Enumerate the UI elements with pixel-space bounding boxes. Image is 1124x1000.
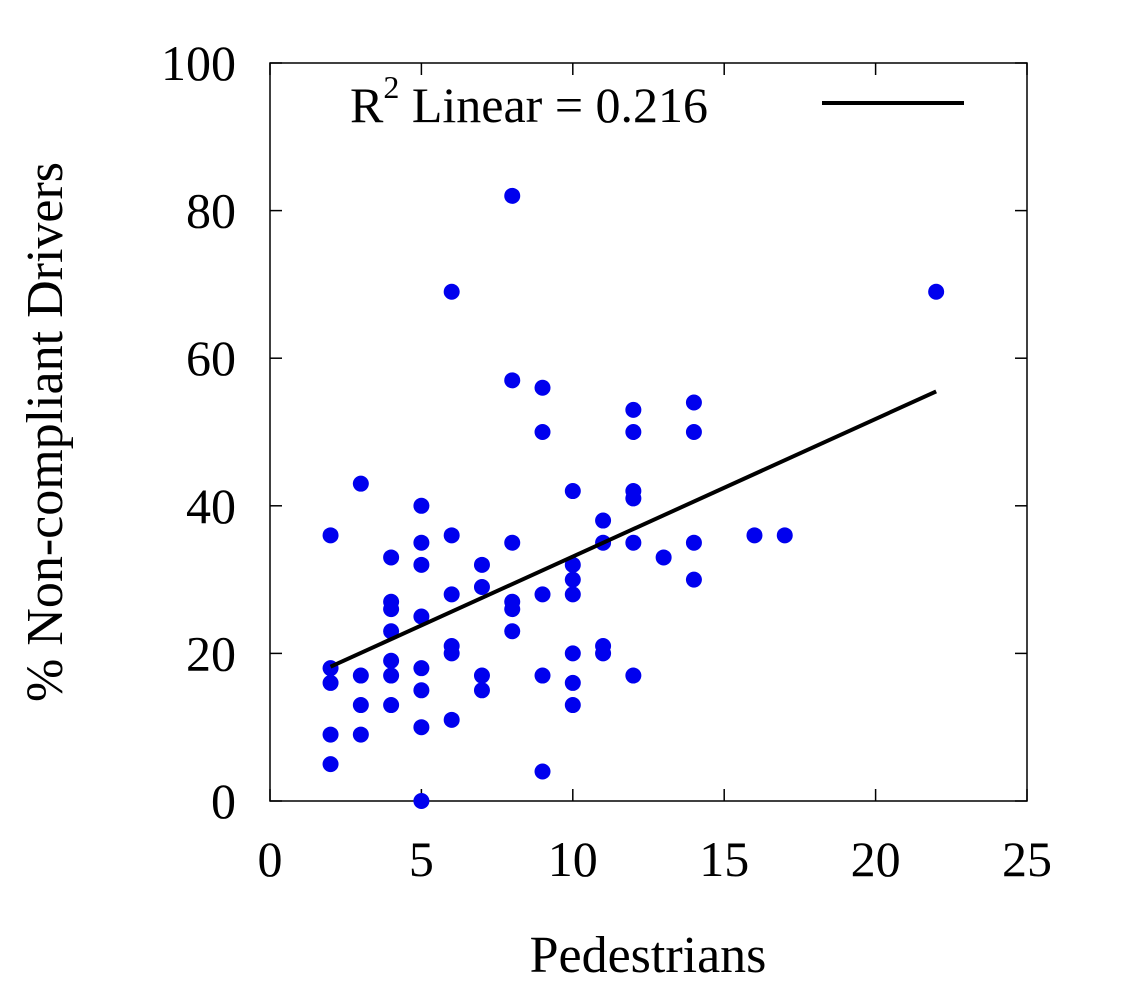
data-point <box>413 534 430 551</box>
data-point <box>625 667 642 684</box>
data-point <box>534 667 551 684</box>
data-point <box>322 756 339 773</box>
legend-superscript: 2 <box>383 69 399 105</box>
data-point <box>595 512 612 529</box>
y-tick-label: 0 <box>211 773 236 829</box>
data-point <box>443 527 460 544</box>
data-point <box>473 556 490 573</box>
data-point <box>564 645 581 662</box>
data-point <box>685 394 702 411</box>
data-point <box>564 674 581 691</box>
x-tick-label: 25 <box>1002 831 1052 887</box>
data-point <box>443 711 460 728</box>
data-point <box>352 697 369 714</box>
data-point <box>504 601 521 618</box>
data-point <box>534 763 551 780</box>
data-point <box>443 586 460 603</box>
y-tick-label: 20 <box>186 625 236 681</box>
data-point <box>443 645 460 662</box>
data-point <box>776 527 793 544</box>
data-point <box>383 652 400 669</box>
data-point <box>625 490 642 507</box>
data-point <box>504 623 521 640</box>
linear-fit-line <box>329 389 937 669</box>
data-point <box>413 497 430 514</box>
data-point <box>383 697 400 714</box>
data-point <box>504 372 521 389</box>
data-points <box>322 187 945 809</box>
data-point <box>322 726 339 743</box>
data-point <box>352 726 369 743</box>
y-tick-label: 40 <box>186 478 236 534</box>
data-point <box>504 534 521 551</box>
data-point <box>413 719 430 736</box>
plot-frame <box>269 62 1028 802</box>
axis-tick-labels: 0 5 10 15 20 25 0 20 40 60 80 100 <box>161 35 1052 887</box>
data-point <box>383 667 400 684</box>
x-tick-label: 20 <box>851 831 901 887</box>
data-point <box>413 556 430 573</box>
data-point <box>413 682 430 699</box>
y-tick-label: 60 <box>186 330 236 386</box>
data-point <box>352 475 369 492</box>
data-point <box>595 645 612 662</box>
legend-prefix: R <box>350 77 384 133</box>
data-point <box>322 674 339 691</box>
y-tick-label: 100 <box>161 35 236 91</box>
x-axis-label: Pedestrians <box>530 927 767 984</box>
data-point <box>625 401 642 418</box>
data-point <box>564 556 581 573</box>
data-point <box>625 424 642 440</box>
axis-ticks <box>269 62 1028 802</box>
data-point <box>443 283 460 300</box>
x-tick-label: 15 <box>699 831 749 887</box>
data-point <box>383 601 400 618</box>
y-axis-label: % Non-compliant Drivers <box>17 162 74 702</box>
legend: R2 Linear = 0.216 <box>350 69 964 133</box>
data-point <box>352 667 369 684</box>
x-tick-label: 5 <box>409 831 434 887</box>
data-point <box>564 483 581 500</box>
x-tick-label: 0 <box>258 831 283 887</box>
data-point <box>625 534 642 551</box>
legend-label: R2 Linear = 0.216 <box>350 69 708 133</box>
data-point <box>383 549 400 566</box>
data-point <box>473 682 490 699</box>
data-point <box>534 379 551 396</box>
data-point <box>473 667 490 684</box>
data-point <box>564 697 581 714</box>
y-tick-label: 80 <box>186 183 236 239</box>
x-tick-label: 10 <box>548 831 598 887</box>
data-point <box>928 283 945 300</box>
data-point <box>534 586 551 603</box>
data-point <box>564 586 581 603</box>
data-point <box>746 527 763 544</box>
legend-suffix: Linear = 0.216 <box>399 77 708 133</box>
data-point <box>685 534 702 551</box>
data-point <box>685 571 702 588</box>
data-point <box>413 608 430 625</box>
data-point <box>564 571 581 588</box>
data-point <box>504 187 521 204</box>
data-point <box>473 578 490 595</box>
data-point <box>534 424 551 440</box>
data-point <box>413 660 430 677</box>
data-point <box>685 424 702 440</box>
data-point <box>413 793 430 809</box>
data-point <box>322 527 339 544</box>
data-point <box>655 549 672 566</box>
